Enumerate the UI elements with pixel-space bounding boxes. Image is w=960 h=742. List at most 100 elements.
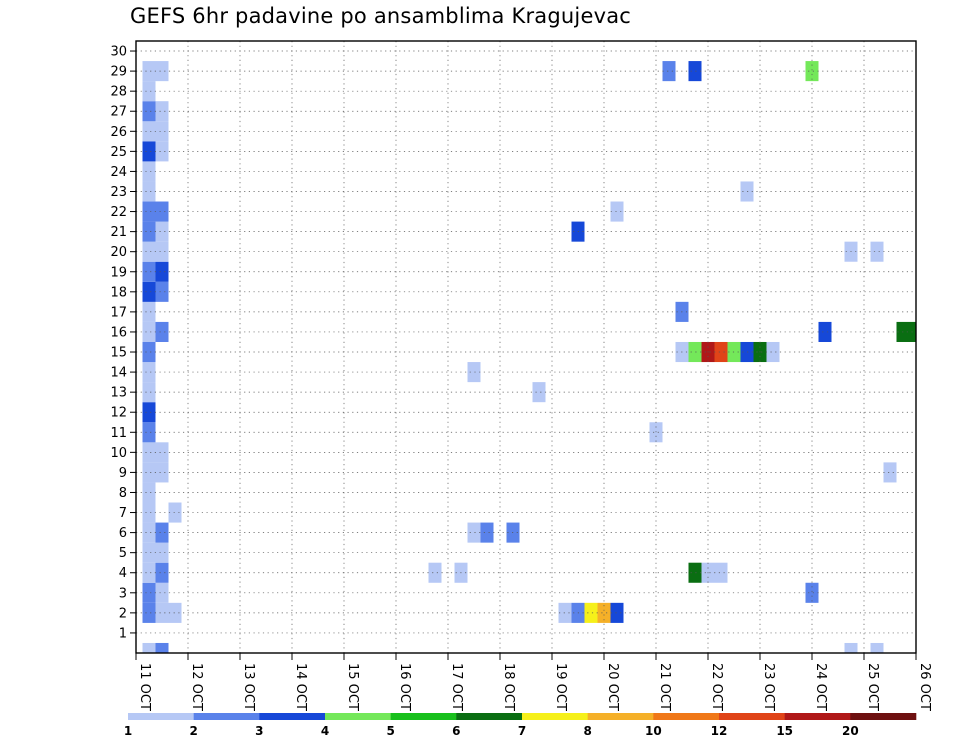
heatmap-cell	[688, 341, 702, 363]
heatmap-cell	[142, 301, 156, 322]
heatmap-cell	[142, 382, 156, 403]
heatmap-cell	[155, 241, 169, 262]
heatmap-cell	[155, 201, 169, 222]
colorbar-segment	[259, 713, 326, 720]
y-axis: 1234567891011121314151617181920212223242…	[110, 45, 136, 641]
x-tick-label: 13 OCT	[241, 663, 256, 711]
colorbar-segment	[193, 713, 260, 720]
y-tick-label: 29	[110, 65, 127, 80]
colorbar-segment	[587, 713, 654, 720]
chart-title: GEFS 6hr padavine po ansamblima Kragujev…	[130, 4, 632, 28]
heatmap-cell	[155, 281, 169, 302]
y-tick-label: 13	[110, 386, 127, 401]
colorbar: 1 2 3 4 5 6 7 8 10 12 15 20	[124, 713, 917, 738]
heatmap-cell	[142, 402, 156, 423]
colorbar-label: 1	[124, 724, 132, 738]
heatmap-cell	[818, 321, 832, 342]
heatmap-cell	[428, 562, 442, 583]
y-tick-label: 21	[110, 225, 127, 240]
heatmap-cell	[155, 221, 169, 242]
heatmap-cell	[155, 61, 169, 82]
heatmap-cell	[688, 562, 702, 583]
y-tick-label: 20	[110, 245, 127, 260]
heatmap-cell	[142, 462, 156, 483]
x-axis: 11 OCT 12 OCT 13 OCT 14 OCT 15 OCT 16 OCT 17 O…	[135, 653, 932, 711]
heatmap-cell	[142, 422, 156, 443]
heatmap-cell	[155, 642, 169, 653]
heatmap-cell	[805, 582, 819, 603]
grid-lines	[136, 41, 916, 653]
heatmap-cell	[142, 201, 156, 222]
heatmap-cell	[142, 81, 156, 102]
y-tick-label: 19	[110, 265, 127, 280]
y-tick-label: 27	[110, 105, 127, 120]
y-tick-label: 7	[119, 506, 127, 521]
y-tick-label: 16	[110, 325, 127, 340]
x-tick-label: 11 OCT	[137, 663, 152, 711]
heatmap-cell	[155, 442, 169, 463]
y-tick-label: 2	[119, 606, 127, 621]
colorbar-label: 3	[255, 724, 263, 738]
heatmap-cell	[714, 341, 728, 363]
colorbar-label: 20	[842, 724, 859, 738]
x-tick-label: 25 OCT	[865, 663, 880, 711]
heatmap-cell	[142, 522, 156, 543]
heatmap-cell	[870, 642, 884, 653]
colorbar-label: 6	[452, 724, 460, 738]
heatmap-cell	[142, 362, 156, 383]
heatmap-cell	[168, 602, 182, 623]
heatmap-cell	[480, 522, 494, 543]
heatmap-cell	[909, 321, 916, 342]
heatmap-cell	[142, 321, 156, 342]
heatmap-cell	[142, 502, 156, 523]
colorbar-label: 8	[583, 724, 591, 738]
x-tick-label: 17 OCT	[449, 663, 464, 711]
heatmap-cell	[688, 61, 702, 82]
colorbar-label: 4	[321, 724, 329, 738]
colorbar-label: 7	[518, 724, 526, 738]
heatmap-cell	[142, 241, 156, 262]
x-tick-label: 15 OCT	[345, 663, 360, 711]
y-tick-label: 26	[110, 125, 127, 140]
heatmap-cell	[532, 382, 546, 403]
heatmap-cell	[142, 602, 156, 623]
y-tick-label: 17	[110, 305, 127, 320]
y-tick-label: 23	[110, 185, 127, 200]
heatmap-cell	[155, 462, 169, 483]
x-tick-label: 20 OCT	[605, 663, 620, 711]
y-tick-label: 4	[119, 566, 127, 581]
heatmap-cell	[155, 121, 169, 142]
y-tick-label: 6	[119, 526, 127, 541]
heatmap-cell	[142, 161, 156, 182]
colorbar-segment	[522, 713, 588, 720]
heatmap-cell	[584, 602, 598, 623]
heatmap-cell	[155, 261, 169, 282]
heatmap-cell	[142, 582, 156, 603]
x-tick-label: 18 OCT	[501, 663, 516, 711]
heatmap-cell	[870, 241, 884, 262]
colorbar-segment	[653, 713, 720, 720]
y-tick-label: 5	[119, 546, 127, 561]
x-tick-label: 16 OCT	[397, 663, 412, 711]
x-tick-label: 12 OCT	[189, 663, 204, 711]
heatmap-cell	[142, 341, 156, 363]
y-tick-label: 22	[110, 205, 127, 220]
heatmap-cell	[766, 341, 780, 363]
y-tick-label: 18	[110, 285, 127, 300]
heatmap-cell	[142, 261, 156, 282]
heatmap-cell	[155, 101, 169, 122]
y-tick-label: 3	[119, 586, 127, 601]
colorbar-segment	[850, 713, 917, 720]
heatmap-cell	[142, 101, 156, 122]
colorbar-segment	[390, 713, 457, 720]
heatmap-cell	[142, 482, 156, 503]
heatmap-cell	[142, 181, 156, 202]
colorbar-segment	[128, 713, 194, 720]
x-tick-label: 22 OCT	[709, 663, 724, 711]
y-tick-label: 30	[110, 45, 127, 60]
heatmap-cell	[142, 442, 156, 463]
y-tick-label: 14	[110, 366, 127, 381]
colorbar-segment	[456, 713, 523, 720]
cells-layer	[142, 61, 916, 653]
